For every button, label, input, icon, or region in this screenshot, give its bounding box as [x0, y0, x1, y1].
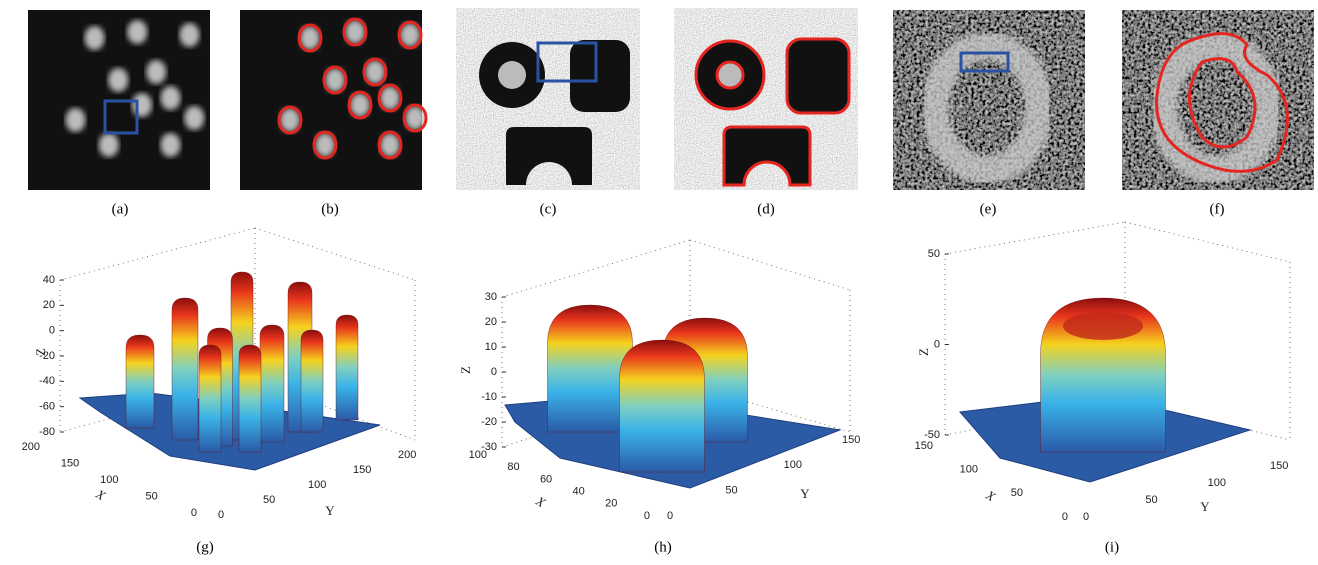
nucleus	[108, 68, 128, 92]
y-tick-label: 150	[1270, 460, 1288, 472]
z-tick-label: 20	[43, 299, 55, 311]
z-tick-label: 0	[934, 338, 940, 350]
x-tick-label: 0	[191, 507, 197, 519]
panel-label: (f)	[1210, 201, 1225, 217]
x-tick-label: 150	[61, 457, 79, 469]
box-edge	[945, 222, 1125, 254]
shape-block	[788, 40, 848, 112]
z-tick-label: 20	[485, 316, 497, 328]
z-tick-label: -20	[481, 416, 497, 428]
surface-peak	[199, 345, 221, 452]
x-tick-label: 20	[605, 498, 617, 510]
y-tick-label: 50	[1145, 494, 1157, 506]
z-tick-label: 30	[485, 291, 497, 303]
axis-label: Y	[325, 503, 335, 518]
panel-label: (i)	[1105, 539, 1119, 555]
x-tick-label: 60	[540, 473, 552, 485]
x-tick-label: 0	[1062, 511, 1068, 523]
y-tick-label: 0	[218, 509, 224, 521]
y-tick-label: 100	[1208, 477, 1226, 489]
nucleus	[184, 106, 204, 130]
nucleus	[66, 108, 86, 132]
nucleus	[161, 86, 181, 110]
x-tick-label: 100	[469, 449, 487, 461]
x-tick-label: 40	[573, 486, 585, 498]
x-tick-label: 50	[1011, 487, 1023, 499]
y-tick-label: 200	[398, 449, 416, 461]
nucleus	[161, 133, 181, 157]
axis-label: Z	[458, 366, 473, 374]
panel-label: (d)	[757, 201, 775, 217]
y-tick-label: 100	[784, 459, 802, 471]
z-tick-label: 40	[43, 274, 55, 286]
z-tick-label: 50	[928, 248, 940, 260]
surface-peak	[301, 330, 323, 432]
surface-peak	[620, 340, 705, 472]
surface-peak	[260, 325, 284, 442]
axis-label: X	[533, 493, 549, 511]
shape-hole	[498, 61, 526, 89]
x-tick-label: 0	[644, 510, 650, 522]
box-edge	[690, 240, 850, 290]
panel-label: (e)	[980, 201, 997, 217]
x-tick-label: 80	[507, 461, 519, 473]
y-tick-label: 0	[1083, 511, 1089, 523]
box-edge	[60, 228, 255, 280]
nucleus	[180, 23, 200, 47]
x-tick-label: 100	[100, 474, 118, 486]
box-edge	[255, 228, 415, 280]
y-tick-label: 150	[353, 464, 371, 476]
surface-peak	[239, 345, 261, 452]
x-tick-label: 200	[22, 441, 40, 453]
shape-block	[570, 40, 630, 112]
surface-peak	[336, 315, 358, 420]
z-tick-label: -10	[481, 391, 497, 403]
panel-label: (h)	[654, 539, 672, 555]
z-tick-label: 0	[491, 366, 497, 378]
nucleus	[132, 93, 152, 117]
x-tick-label: 50	[146, 490, 158, 502]
nucleus	[99, 133, 119, 157]
y-tick-label: 100	[308, 479, 326, 491]
y-tick-label: 50	[263, 494, 275, 506]
surface-peak	[172, 298, 198, 440]
axis-label: Z	[33, 348, 48, 356]
z-tick-label: -60	[39, 401, 55, 413]
surface-peak	[126, 335, 154, 428]
y-tick-label: 150	[842, 434, 860, 446]
axis-label: X	[93, 486, 109, 504]
nucleus	[146, 60, 166, 84]
panel-label: (b)	[321, 201, 339, 217]
axis-label: Z	[916, 348, 931, 356]
surface-crater	[1063, 312, 1143, 340]
box-edge	[1125, 222, 1290, 262]
panel-label: (a)	[112, 201, 129, 217]
x-tick-label: 100	[960, 464, 978, 476]
panel-label: (g)	[196, 539, 214, 555]
y-tick-label: 50	[725, 485, 737, 497]
x-tick-label: 150	[915, 440, 933, 452]
axis-label: Y	[800, 486, 810, 501]
axis-label: Y	[1200, 499, 1210, 514]
z-tick-label: -40	[39, 375, 55, 387]
z-tick-label: 0	[49, 325, 55, 337]
y-tick-label: 0	[667, 510, 673, 522]
z-tick-label: 10	[485, 341, 497, 353]
box-edge	[502, 240, 690, 297]
nucleus	[127, 20, 147, 44]
figure: 40200-20-40-60-8020015010050005010015020…	[0, 0, 1318, 565]
z-tick-label: -80	[39, 426, 55, 438]
axis-label: X	[983, 487, 999, 505]
nucleus	[85, 26, 105, 50]
panel-label: (c)	[540, 201, 557, 217]
